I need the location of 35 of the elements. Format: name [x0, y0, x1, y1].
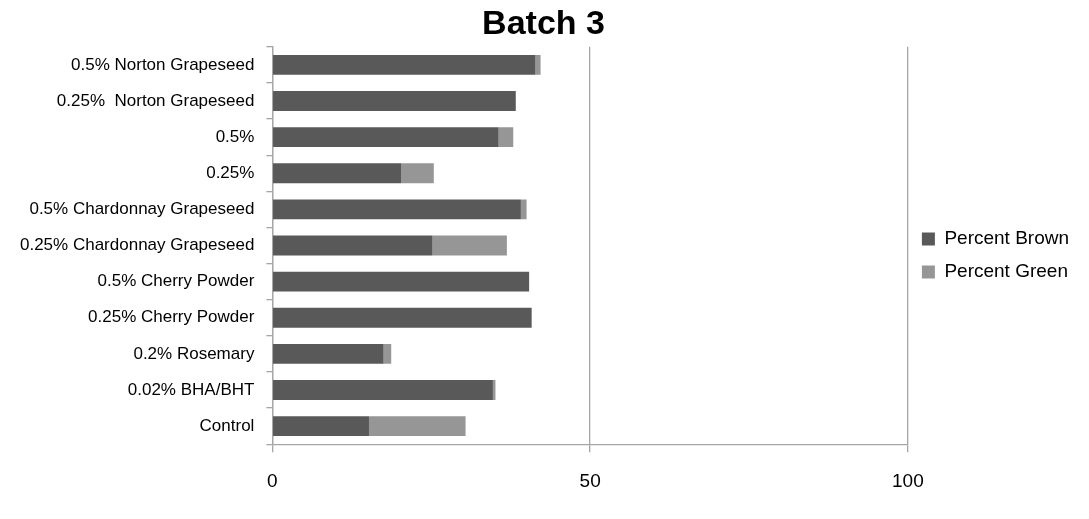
bar: [273, 380, 493, 400]
y-tick-label: 0.5% Cherry Powder: [97, 271, 255, 291]
bar: [498, 127, 514, 148]
bar: [273, 235, 433, 256]
bar: [432, 235, 507, 256]
y-tick-label: Control: [199, 415, 255, 435]
bar: [368, 416, 466, 437]
x-tick-label: 100: [892, 469, 924, 491]
bar: [273, 416, 369, 437]
legend-label: Percent Brown: [944, 227, 1070, 249]
y-tick-label: 0.2% Rosemary: [133, 343, 255, 363]
y-tick-label: 0.25%: [206, 162, 255, 182]
chart-title: Batch 3: [482, 2, 605, 41]
bar: [273, 199, 521, 220]
bar: [535, 54, 541, 75]
x-tick-label: 0: [267, 469, 278, 491]
bar: [273, 163, 402, 184]
x-tick-label: 50: [579, 469, 601, 491]
bar: [273, 307, 532, 328]
legend-label: Percent Green: [944, 260, 1068, 282]
y-tick-label: 0.25% Norton Grapeseed: [56, 90, 255, 110]
y-tick-label: 0.25% Chardonnay Grapeseed: [19, 235, 255, 255]
bar: [520, 199, 527, 220]
bar: [273, 54, 536, 75]
bar: [273, 127, 499, 148]
bar: [383, 343, 392, 364]
y-tick-label: 0.02% BHA/BHT: [127, 379, 255, 399]
y-tick-label: 0.25% Cherry Powder: [88, 307, 255, 327]
bar: [401, 163, 434, 184]
bar: [273, 91, 516, 111]
y-tick-label: 0.5% Norton Grapeseed: [71, 54, 255, 74]
bar: [273, 343, 384, 364]
bar: [273, 271, 530, 292]
y-tick-label: 0.5% Chardonnay Grapeseed: [29, 199, 255, 219]
y-tick-label: 0.5%: [215, 126, 255, 146]
